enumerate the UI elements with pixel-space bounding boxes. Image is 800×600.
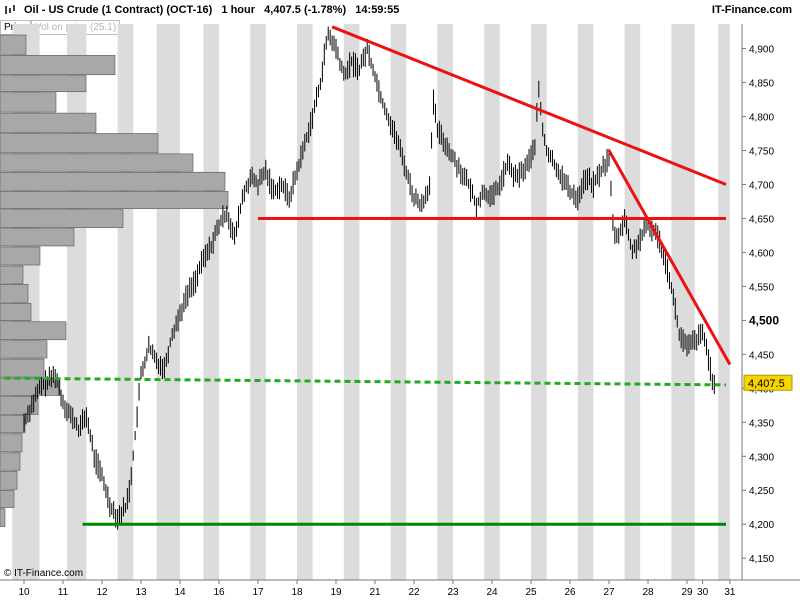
volume-bar-7 <box>0 171 226 191</box>
volume-bar-21 <box>0 433 23 453</box>
x-tick-label: 17 <box>252 587 264 598</box>
y-tick-label: 4,750 <box>749 146 774 157</box>
credit-label: © IT-Finance.com <box>4 568 84 579</box>
x-tick-label: 14 <box>174 587 186 598</box>
x-tick-label: 28 <box>642 587 654 598</box>
session-band-13 <box>624 24 641 580</box>
session-band-9 <box>437 24 453 580</box>
current-price-tag <box>743 374 793 391</box>
y-tick-label: 4,350 <box>749 418 774 429</box>
volume-bar-13 <box>0 284 29 303</box>
chart-header: Oil - US Crude (1 Contract) (OCT-16) 1 h… <box>0 0 800 20</box>
y-tick-label: 4,550 <box>749 282 774 293</box>
x-tick-label: 16 <box>213 587 225 598</box>
trendline-current-4 <box>4 376 727 387</box>
ohlc-bars <box>23 26 715 530</box>
x-tick-label: 31 <box>724 587 736 598</box>
volume-bar-14 <box>0 303 32 322</box>
volume-bar-3 <box>0 92 57 113</box>
x-tick-label: 19 <box>330 587 342 598</box>
volume-bar-23 <box>0 470 18 490</box>
volume-bar-2 <box>0 75 87 93</box>
chart-title: Oil - US Crude (1 Contract) (OCT-16) 1 h… <box>24 4 400 16</box>
volume-bar-5 <box>0 133 159 154</box>
trendline-steep-2 <box>607 149 732 366</box>
volume-bar-19 <box>0 396 39 415</box>
y-tick-label: 4,700 <box>749 180 774 191</box>
y-tick-label: 4,450 <box>749 350 774 361</box>
x-tick-label: 13 <box>135 587 147 598</box>
session-band-15 <box>718 24 730 580</box>
y-tick-label: 4,800 <box>749 113 774 124</box>
session-band-12 <box>577 24 594 580</box>
x-tick-label: 29 <box>681 587 693 598</box>
volume-bar-17 <box>0 358 45 378</box>
x-tick-label: 12 <box>96 587 108 598</box>
y-tick-label: 4,300 <box>749 452 774 463</box>
x-tick-label: 26 <box>564 587 576 598</box>
x-tick-label: 30 <box>697 587 709 598</box>
session-band-11 <box>531 24 547 580</box>
volume-bar-4 <box>0 112 97 133</box>
session-band-3 <box>156 24 180 580</box>
session-band-2 <box>117 24 134 580</box>
session-band-5 <box>250 24 266 580</box>
x-tick-label: 25 <box>525 587 537 598</box>
volume-bar-12 <box>0 265 24 284</box>
y-tick-label: 4,850 <box>749 79 774 90</box>
volume-bar-1 <box>0 55 116 76</box>
y-tick-label: 4,600 <box>749 248 774 259</box>
volume-bar-6 <box>0 153 194 172</box>
y-tick-label: 4,500 <box>749 313 779 327</box>
x-tick-label: 27 <box>603 587 615 598</box>
volume-bar-11 <box>0 246 41 266</box>
session-band-1 <box>66 24 87 580</box>
volume-bar-15 <box>0 321 67 341</box>
volume-bar-24 <box>0 489 15 508</box>
session-band-10 <box>484 24 500 580</box>
x-tick-label: 18 <box>291 587 303 598</box>
current-price-label: 4,407.5 <box>748 378 785 390</box>
x-tick-label: 24 <box>486 587 498 598</box>
y-tick-label: 4,150 <box>749 554 774 565</box>
y-tick-label: 4,650 <box>749 214 774 225</box>
session-band-8 <box>390 24 407 580</box>
x-tick-label: 10 <box>18 587 30 598</box>
volume-bar-0 <box>0 34 27 55</box>
chart-type-icon <box>5 5 15 14</box>
session-band-7 <box>343 24 360 580</box>
volume-bar-16 <box>0 340 48 359</box>
x-tick-label: 11 <box>58 587 69 598</box>
x-tick-label: 21 <box>369 587 381 598</box>
trendline-resistance-0 <box>331 25 727 186</box>
y-tick-label: 4,250 <box>749 486 774 497</box>
y-tick-label: 4,200 <box>749 520 774 531</box>
volume-bar-22 <box>0 452 21 471</box>
x-tick-label: 22 <box>408 587 420 598</box>
session-band-4 <box>203 24 219 580</box>
volume-bar-8 <box>0 190 229 209</box>
y-tick-label: 4,900 <box>749 45 774 56</box>
volume-bar-10 <box>0 228 75 247</box>
volume-bar-25 <box>0 508 6 527</box>
x-tick-label: 23 <box>447 587 459 598</box>
volume-bar-9 <box>0 209 124 228</box>
volume-bar-20 <box>0 415 26 434</box>
session-band-14 <box>671 24 695 580</box>
brand-label: IT-Finance.com <box>711 4 792 16</box>
session-band-6 <box>297 24 313 580</box>
